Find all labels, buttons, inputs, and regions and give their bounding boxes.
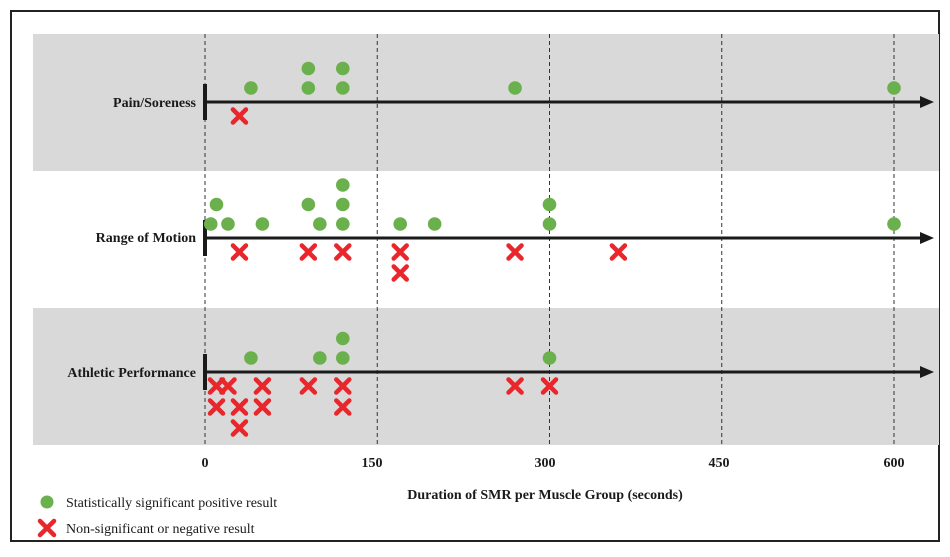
significant-point	[336, 81, 350, 95]
nonsignificant-point	[207, 398, 226, 416]
nonsignificant-point	[253, 398, 272, 416]
legend-circle-marker	[40, 495, 54, 509]
nonsignificant-point	[230, 107, 249, 125]
significant-point	[427, 217, 442, 231]
axis-arrow-range-of-motion	[920, 232, 934, 244]
nonsignificant-point	[230, 419, 249, 437]
significant-point	[209, 197, 224, 212]
significant-point	[336, 178, 350, 192]
nonsignificant-point	[391, 264, 409, 282]
x-tick-label-450: 450	[709, 456, 730, 471]
significant-point	[336, 351, 350, 365]
significant-point	[336, 331, 350, 346]
significant-point	[301, 81, 316, 95]
nonsignificant-point	[334, 398, 352, 416]
significant-point	[393, 217, 408, 231]
legend: Statistically significant positive resul…	[37, 495, 277, 538]
significant-point	[301, 61, 316, 76]
nonsignificant-point	[219, 377, 237, 395]
nonsignificant-point	[299, 377, 318, 395]
significant-point	[542, 197, 557, 212]
significant-point	[313, 351, 327, 365]
band-athletic-performance	[33, 308, 939, 445]
significant-point	[336, 197, 350, 212]
nonsignificant-point	[230, 398, 249, 416]
significant-point	[244, 81, 258, 95]
category-axes	[203, 84, 934, 390]
x-tick-label-0: 0	[202, 456, 209, 471]
axis-arrow-pain-soreness	[920, 96, 934, 108]
nonsignificant-point	[540, 377, 559, 395]
significant-point	[508, 81, 522, 95]
legend-label-nonsignificant: Non-significant or negative result	[66, 522, 255, 537]
significant-point	[301, 197, 316, 212]
nonsignificant-point	[391, 243, 409, 261]
x-axis-title: Duration of SMR per Muscle Group (second…	[407, 488, 683, 503]
nonsignificant-point	[253, 377, 272, 395]
nonsignificant-point	[506, 377, 524, 395]
significant-point	[887, 217, 901, 231]
nonsignificant-point	[334, 377, 352, 395]
category-label-range-of-motion: Range of Motion	[96, 231, 197, 246]
nonsignificant-point	[506, 243, 524, 261]
category-label-athletic-performance: Athletic Performance	[67, 366, 196, 381]
nonsignificant-point	[609, 243, 628, 261]
nonsignificant-point	[230, 243, 249, 261]
significant-point	[313, 217, 327, 231]
legend-x-marker	[37, 518, 57, 538]
axis-arrow-athletic-performance	[920, 366, 934, 378]
significant-point	[336, 61, 350, 76]
nonsignificant-point	[334, 243, 352, 261]
data-marks	[203, 61, 901, 437]
significant-point	[221, 217, 235, 231]
significant-point	[542, 351, 557, 365]
significant-point	[255, 217, 270, 231]
legend-label-significant: Statistically significant positive resul…	[66, 496, 277, 511]
category-label-pain-soreness: Pain/Soreness	[113, 96, 197, 111]
nonsignificant-point	[299, 243, 318, 261]
x-tick-label-600: 600	[884, 456, 905, 471]
x-tick-label-300: 300	[535, 456, 556, 471]
significant-point	[336, 217, 350, 231]
significant-point	[542, 217, 557, 231]
significant-point	[887, 81, 901, 95]
significant-point	[203, 217, 218, 231]
x-tick-label-150: 150	[362, 456, 383, 471]
significant-point	[244, 351, 258, 365]
